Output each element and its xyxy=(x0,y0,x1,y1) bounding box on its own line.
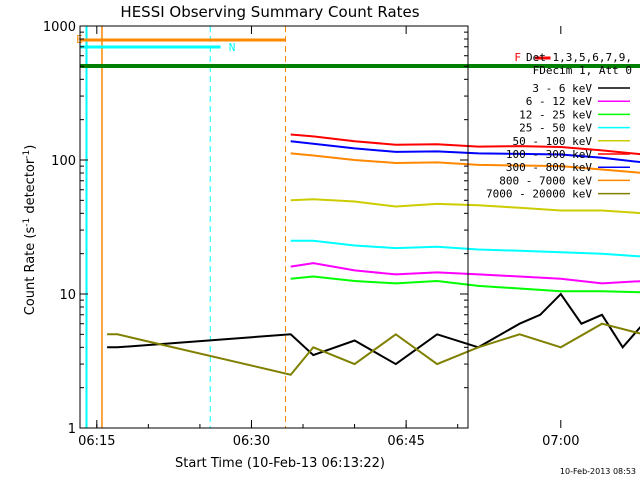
chart-title: HESSI Observing Summary Count Rates xyxy=(120,3,419,21)
legend-header-line-2: FDecim 1, Att 0 xyxy=(533,64,632,77)
y-tick-label-2: 100 xyxy=(51,154,76,169)
legend-label-7: 800 - 7000 keV xyxy=(499,174,592,187)
x-tick-label-3: 07:00 xyxy=(542,434,579,449)
legend-label-5: 100 - 300 keV xyxy=(506,148,592,161)
series-line-0 xyxy=(107,292,640,366)
legend-label-3: 25 - 50 keV xyxy=(519,122,592,135)
series-line-2 xyxy=(290,275,640,294)
legend-label-8: 7000 - 20000 keV xyxy=(486,188,592,201)
series-line-4 xyxy=(290,198,640,215)
legend-label-6: 300 - 800 keV xyxy=(506,161,592,174)
footer-timestamp: 10-Feb-2013 08:53 xyxy=(560,467,636,476)
y-tick-label-1: 10 xyxy=(59,288,76,303)
legend: Det 1,3,5,6,7,9, FDecim 1, Att 0 3 - 6 k… xyxy=(486,51,632,201)
annotation-label-0: E xyxy=(76,33,83,46)
series-line-6 xyxy=(290,140,640,164)
instrument-markers: ENFRD6RD9 xyxy=(76,26,640,428)
x-tick-label-0: 06:15 xyxy=(78,434,115,449)
y-axis-label: Count Rate (s-1 detector-1) xyxy=(22,145,38,316)
series-line-1 xyxy=(290,262,640,285)
x-tick-label-2: 06:45 xyxy=(387,434,424,449)
x-tick-label-1: 06:30 xyxy=(233,434,270,449)
annotation-label-2: F xyxy=(514,51,521,64)
plot-frame xyxy=(79,25,469,429)
legend-header-line-1: Det 1,3,5,6,7,9, xyxy=(526,51,632,64)
y-tick-label-0: 1 xyxy=(68,422,76,437)
axes: 06:1506:3006:4507:0007:1507:3007:4511010… xyxy=(43,20,580,449)
series-line-7 xyxy=(290,152,640,174)
series-line-8 xyxy=(107,322,640,376)
legend-label-0: 3 - 6 keV xyxy=(532,82,592,95)
y-tick-label-3: 1000 xyxy=(43,20,76,35)
legend-label-4: 50 - 100 keV xyxy=(513,135,593,148)
series-line-5 xyxy=(290,133,640,156)
x-axis-label: Start Time (10-Feb-13 06:13:22) xyxy=(175,456,385,471)
series-lines xyxy=(107,133,640,376)
series-line-3 xyxy=(290,239,640,258)
legend-label-1: 6 - 12 keV xyxy=(526,95,593,108)
legend-label-2: 12 - 25 keV xyxy=(519,108,592,121)
annotation-label-1: N xyxy=(229,41,236,54)
